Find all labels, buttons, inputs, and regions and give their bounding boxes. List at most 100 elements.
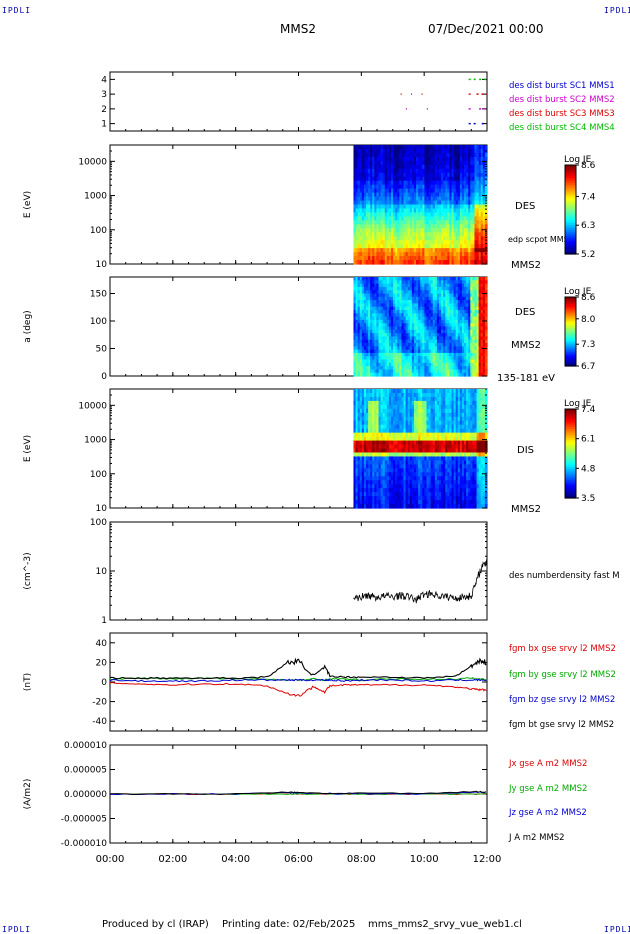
des-pitch-panel-ytick-label: 0 xyxy=(101,372,107,382)
datetime-title: 07/Dec/2021 00:00 xyxy=(428,22,544,36)
time-tick-label: 06:00 xyxy=(284,854,313,865)
corner-label-top-right: IPDLI xyxy=(604,6,630,15)
product-name: mms_mms2_srvy_vue_web1.cl xyxy=(368,919,522,930)
dis-energy-panel-colorbar-label: 7.4 xyxy=(581,405,596,415)
bfield-panel-ytick-label: 20 xyxy=(96,658,108,668)
credit-text: Produced by cl (IRAP) xyxy=(102,919,209,930)
dis-energy-sc-label: MMS2 xyxy=(511,504,541,515)
burst-panel-frame xyxy=(109,71,488,132)
current-panel-ytick-label: 0.000000 xyxy=(64,790,107,800)
des-pitch-sc-label: MMS2 xyxy=(511,340,541,351)
current-panel-ytick-label: -0.000010 xyxy=(61,839,107,849)
bfield-line-3 xyxy=(110,657,487,680)
des-pitch-panel-colorbar-label: 7.3 xyxy=(581,340,595,350)
bfield-panel-ytick-label: 40 xyxy=(96,639,108,649)
des-pitch-panel-cells xyxy=(353,277,488,377)
des-energy-panel-colorbar-frame xyxy=(564,164,577,255)
bfield-panel-ylabel: (nT) xyxy=(23,673,33,691)
des-pitch-panel-colorbar-title: Log JE xyxy=(564,287,592,297)
des-energy-panel-colorbar-title: Log JE xyxy=(564,155,592,165)
corner-label-bottom-left: IPDLI xyxy=(2,925,32,934)
density-panel-ylabel: (cm^-3) xyxy=(23,552,33,589)
burst-panel-ytick-label: 2 xyxy=(101,105,107,115)
current-legend-entry: Jy gse A m2 MMS2 xyxy=(508,784,587,794)
des-pitch-panel-ytick-label: 150 xyxy=(90,290,107,300)
des-energy-panel-colorbar-label: 6.3 xyxy=(581,221,595,231)
bfield-line-2 xyxy=(109,678,487,683)
current-panel-ylabel: (A/m2) xyxy=(23,779,33,810)
des-pitch-panel-colorbar-label: 6.7 xyxy=(581,362,595,372)
des-energy-panel-ylabel: E (eV) xyxy=(23,191,33,218)
time-tick-label: 08:00 xyxy=(347,854,376,865)
burst-panel-ytick-label: 3 xyxy=(101,90,107,100)
density-legend: des numberdensity fast M xyxy=(509,571,620,581)
dis-energy-label: DIS xyxy=(517,445,534,456)
dis-energy-panel-ytick-label: 10000 xyxy=(78,401,107,411)
bfield-line-0 xyxy=(110,682,487,697)
dis-energy-panel-ytick-label: 1000 xyxy=(84,436,107,446)
density-panel-ytick-label: 1 xyxy=(101,616,107,626)
bfield-panel-ytick-label: -20 xyxy=(92,698,107,708)
dis-energy-panel-colorbar xyxy=(565,409,576,499)
des-pitch-panel-colorbar-label: 8.0 xyxy=(581,315,596,325)
bfield-legend-entry: fgm by gse srvy l2 MMS2 xyxy=(509,670,616,680)
des-pitch-label: DES xyxy=(515,307,535,318)
current-line-3 xyxy=(109,790,486,795)
density-panel-ytick-label: 10 xyxy=(96,567,108,577)
bfield-panel-ytick-label: 0 xyxy=(101,678,107,688)
des-energy-sc-label: MMS2 xyxy=(511,260,541,271)
des-energy-panel-ytick-label: 10000 xyxy=(78,157,107,167)
dis-energy-panel-colorbar-frame xyxy=(564,408,577,499)
time-tick-label: 04:00 xyxy=(221,854,250,865)
dis-energy-panel-ytick-label: 100 xyxy=(90,470,107,480)
density-panel-frame xyxy=(109,521,488,621)
corner-label-top-left: IPDLI xyxy=(2,6,32,15)
des-energy-panel-colorbar-label: 8.6 xyxy=(581,161,596,171)
des-energy-panel-ytick-label: 100 xyxy=(90,226,107,236)
dis-energy-panel-cells xyxy=(353,389,488,509)
des-energy-label: DES xyxy=(515,201,535,212)
current-panel-ytick-label: 0.000010 xyxy=(64,741,107,751)
scpot-label: edp scpot MMS2 xyxy=(508,235,574,244)
des-pitch-panel-ytick-label: 100 xyxy=(90,317,107,327)
current-legend-entry: Jz gse A m2 MMS2 xyxy=(508,808,587,818)
dis-energy-panel-ylabel: E (eV) xyxy=(23,435,33,462)
current-panel-ytick-label: 0.000005 xyxy=(64,766,107,776)
time-tick-label: 12:00 xyxy=(473,854,502,865)
time-tick-label: 02:00 xyxy=(158,854,187,865)
des-pitch-panel-colorbar xyxy=(565,297,576,367)
des-energy-panel-cells xyxy=(353,145,488,265)
burst-legend-entry: des dist burst SC2 MMS2 xyxy=(509,95,615,105)
des-pitch-panel-colorbar-frame xyxy=(564,296,577,367)
current-panel-ytick-label: -0.000005 xyxy=(61,815,107,825)
current-legend-entry: Jx gse A m2 MMS2 xyxy=(508,759,587,769)
current-legend-entry: J A m2 MMS2 xyxy=(508,833,565,843)
time-tick-label: 10:00 xyxy=(410,854,439,865)
burst-legend-entry: des dist burst SC1 MMS1 xyxy=(509,81,615,91)
corner-label-bottom-right: IPDLI xyxy=(604,925,630,934)
pitch-energy-range: 135-181 eV xyxy=(497,373,555,384)
bfield-legend-entry: fgm bz gse srvy l2 MMS2 xyxy=(509,695,615,705)
printing-date: Printing date: 02/Feb/2025 xyxy=(222,919,356,930)
dis-energy-panel-colorbar-label: 4.8 xyxy=(581,464,596,474)
density-line xyxy=(353,559,487,604)
bfield-panel-frame xyxy=(109,632,488,732)
dis-energy-panel-ytick-label: 10 xyxy=(96,504,108,514)
des-energy-panel-colorbar-label: 5.2 xyxy=(581,250,595,260)
dis-energy-panel-colorbar-title: Log JE xyxy=(564,399,592,409)
des-pitch-panel-colorbar-label: 8.6 xyxy=(581,293,596,303)
des-energy-panel-colorbar-label: 7.4 xyxy=(581,192,596,202)
des-energy-panel-colorbar xyxy=(565,165,576,255)
burst-legend-entry: des dist burst SC3 MMS3 xyxy=(509,109,615,119)
des-pitch-panel-ytick-label: 50 xyxy=(96,345,108,355)
dis-energy-panel-colorbar-label: 6.1 xyxy=(581,435,595,445)
des-energy-panel-ytick-label: 10 xyxy=(96,260,108,270)
burst-panel-ytick-label: 4 xyxy=(101,75,107,85)
des-pitch-panel-ylabel: a (deg) xyxy=(23,310,33,342)
density-panel-ytick-label: 100 xyxy=(90,518,107,528)
bfield-legend-entry: fgm bt gse srvy l2 MMS2 xyxy=(509,720,614,730)
time-tick-label: 00:00 xyxy=(96,854,125,865)
dis-energy-panel-colorbar-label: 3.5 xyxy=(581,494,595,504)
spacecraft-title: MMS2 xyxy=(280,22,316,36)
